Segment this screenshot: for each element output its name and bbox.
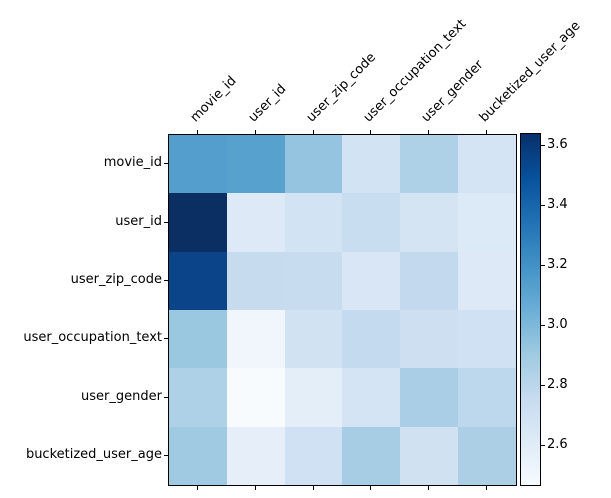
heatmap-cell bbox=[342, 368, 401, 427]
heatmap-cell bbox=[342, 309, 401, 369]
heatmap-cell bbox=[169, 135, 227, 194]
heatmap-cell bbox=[169, 426, 227, 485]
x-bottom-tick-mark bbox=[428, 486, 430, 490]
x-top-tick-mark bbox=[196, 130, 198, 134]
y-axis-label: user_zip_code bbox=[70, 271, 162, 287]
heatmap-cell bbox=[169, 368, 227, 427]
heatmap-cell bbox=[342, 193, 401, 252]
heatmap-cell bbox=[458, 135, 516, 194]
heatmap-cell bbox=[226, 309, 285, 369]
heatmap-cell bbox=[284, 193, 343, 252]
x-bottom-tick-mark bbox=[370, 486, 372, 490]
y-axis-label: user_gender bbox=[81, 388, 162, 404]
heatmap-cell bbox=[226, 251, 285, 310]
colorbar-tick-mark bbox=[541, 205, 545, 206]
heatmap-cell bbox=[169, 193, 227, 252]
heatmap-cell bbox=[458, 309, 516, 369]
x-axis-label: user_occupation_text bbox=[361, 16, 470, 126]
y-tick-mark bbox=[164, 221, 168, 223]
y-axis-label: movie_id bbox=[103, 155, 162, 171]
heatmap-cell bbox=[226, 426, 285, 485]
colorbar-tick-label: 2.6 bbox=[547, 437, 568, 452]
heatmap-cell bbox=[458, 426, 516, 485]
x-bottom-tick-mark bbox=[486, 486, 488, 490]
x-bottom-tick-mark bbox=[196, 486, 198, 490]
x-top-tick-mark bbox=[428, 130, 430, 134]
heatmap-cell bbox=[400, 251, 459, 310]
colorbar-tick-mark bbox=[541, 325, 545, 326]
colorbar-tick-mark bbox=[541, 445, 545, 446]
heatmap-cell bbox=[169, 251, 227, 310]
y-tick-mark bbox=[164, 279, 168, 281]
heatmap-cell bbox=[226, 135, 285, 194]
heatmap-cell bbox=[284, 135, 343, 194]
heatmap-cell bbox=[458, 193, 516, 252]
heatmap-cell bbox=[284, 368, 343, 427]
heatmap-cell bbox=[226, 193, 285, 252]
colorbar-tick-label: 3.0 bbox=[547, 317, 568, 332]
y-axis-label: user_id bbox=[115, 213, 162, 229]
y-axis-label: user_occupation_text bbox=[23, 330, 162, 346]
colorbar-tick-mark bbox=[541, 265, 545, 266]
heatmap-cell bbox=[458, 251, 516, 310]
x-top-tick-mark bbox=[370, 130, 372, 134]
x-axis-label: bucketized_user_age bbox=[476, 18, 584, 126]
heatmap-cell bbox=[400, 426, 459, 485]
colorbar-tick-label: 3.2 bbox=[547, 257, 568, 272]
y-axis-label: bucketized_user_age bbox=[25, 446, 162, 462]
heatmap-cell bbox=[284, 426, 343, 485]
colorbar-tick-label: 3.4 bbox=[547, 197, 568, 212]
y-tick-mark bbox=[164, 396, 168, 398]
heatmap-cell bbox=[400, 193, 459, 252]
heatmap-cell bbox=[342, 426, 401, 485]
y-tick-mark bbox=[164, 454, 168, 456]
heatmap-cell bbox=[169, 309, 227, 369]
colorbar-tick-label: 2.8 bbox=[547, 377, 568, 392]
heatmap-cell bbox=[400, 309, 459, 369]
colorbar bbox=[520, 133, 541, 486]
heatmap-cell bbox=[284, 251, 343, 310]
x-axis-label: user_id bbox=[245, 81, 290, 126]
colorbar-tick-label: 3.6 bbox=[547, 137, 568, 152]
x-top-tick-mark bbox=[486, 130, 488, 134]
heatmap-cell bbox=[400, 135, 459, 194]
x-bottom-tick-mark bbox=[312, 486, 314, 490]
heatmap-cell bbox=[342, 251, 401, 310]
colorbar-tick-mark bbox=[541, 145, 545, 146]
x-bottom-tick-mark bbox=[254, 486, 256, 490]
x-top-tick-mark bbox=[254, 130, 256, 134]
x-top-tick-mark bbox=[312, 130, 314, 134]
colorbar-tick-mark bbox=[541, 385, 545, 386]
y-tick-mark bbox=[164, 163, 168, 165]
heatmap-plot bbox=[168, 134, 517, 486]
heatmap-cell bbox=[458, 368, 516, 427]
heatmap-cell bbox=[226, 368, 285, 427]
heatmap-cell bbox=[342, 135, 401, 194]
heatmap-cell bbox=[284, 309, 343, 369]
heatmap-cell bbox=[400, 368, 459, 427]
y-tick-mark bbox=[164, 338, 168, 340]
x-axis-label: movie_id bbox=[187, 73, 240, 126]
